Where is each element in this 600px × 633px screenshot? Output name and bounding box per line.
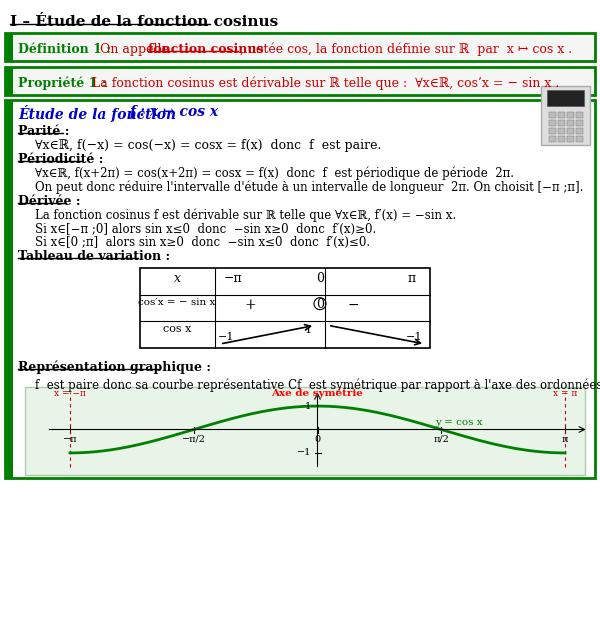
Text: f : x ↦ cos x: f : x ↦ cos x (130, 105, 219, 119)
FancyBboxPatch shape (557, 111, 565, 118)
FancyBboxPatch shape (140, 268, 430, 348)
FancyBboxPatch shape (548, 135, 556, 142)
Text: 0: 0 (316, 272, 324, 285)
Text: 1: 1 (305, 325, 312, 335)
Text: Si x∈[−π ;0] alors sin x≤0  donc  −sin x≥0  donc  f′(x)≥0.: Si x∈[−π ;0] alors sin x≤0 donc −sin x≥0… (35, 223, 376, 236)
FancyBboxPatch shape (548, 120, 556, 125)
Text: fonction cosinus: fonction cosinus (148, 43, 263, 56)
FancyBboxPatch shape (566, 135, 574, 142)
Text: +: + (244, 298, 256, 311)
Text: π: π (562, 434, 568, 444)
FancyBboxPatch shape (548, 111, 556, 118)
FancyBboxPatch shape (575, 135, 583, 142)
Text: , notée cos, la fonction définie sur ℝ  par  x ↦ cos x .: , notée cos, la fonction définie sur ℝ p… (240, 43, 572, 56)
Text: Axe de symétrie: Axe de symétrie (272, 389, 364, 398)
Text: Représentation graphique :: Représentation graphique : (18, 361, 211, 375)
Text: La fonction cosinus f est dérivable sur ℝ telle que ∀x∈ℝ, f′(x) = −sin x.: La fonction cosinus f est dérivable sur … (35, 209, 456, 223)
Text: Dérivée :: Dérivée : (18, 195, 80, 208)
Text: −π/2: −π/2 (182, 434, 206, 444)
FancyBboxPatch shape (5, 100, 13, 478)
FancyBboxPatch shape (575, 111, 583, 118)
FancyBboxPatch shape (548, 127, 556, 134)
Text: Si x∈[0 ;π]  alors sin x≥0  donc  −sin x≤0  donc  f′(x)≤0.: Si x∈[0 ;π] alors sin x≥0 donc −sin x≤0 … (35, 236, 370, 249)
FancyBboxPatch shape (575, 120, 583, 125)
Text: x = −π: x = −π (54, 389, 86, 398)
FancyBboxPatch shape (5, 33, 13, 61)
FancyBboxPatch shape (566, 120, 574, 125)
Text: x: x (173, 272, 181, 285)
Text: ∀x∈ℝ, f(x+2π) = cos(x+2π) = cosx = f(x)  donc  f  est périodique de période  2π.: ∀x∈ℝ, f(x+2π) = cos(x+2π) = cosx = f(x) … (35, 167, 514, 180)
Text: 0: 0 (314, 434, 320, 444)
Text: 0: 0 (316, 298, 324, 311)
FancyBboxPatch shape (5, 67, 595, 95)
FancyBboxPatch shape (5, 33, 595, 61)
Text: π/2: π/2 (433, 434, 449, 444)
Text: ∀x∈ℝ, f(−x) = cos(−x) = cosx = f(x)  donc  f  est paire.: ∀x∈ℝ, f(−x) = cos(−x) = cosx = f(x) donc… (35, 139, 382, 152)
FancyBboxPatch shape (557, 135, 565, 142)
FancyBboxPatch shape (5, 67, 13, 95)
Text: −1: −1 (218, 332, 235, 342)
Text: 1: 1 (305, 401, 311, 411)
Text: −: − (347, 298, 359, 311)
Text: −π: −π (224, 272, 242, 285)
Text: La fonction cosinus est dérivable sur ℝ telle que :  ∀x∈ℝ, cos’x = − sin x .: La fonction cosinus est dérivable sur ℝ … (92, 77, 559, 91)
Text: Périodicité :: Périodicité : (18, 153, 103, 166)
FancyBboxPatch shape (547, 90, 584, 106)
Text: Tableau de variation :: Tableau de variation : (18, 250, 170, 263)
Text: Parité :: Parité : (18, 125, 70, 138)
Text: I – Étude de la fonction cosinus: I – Étude de la fonction cosinus (10, 15, 278, 29)
Text: −1: −1 (406, 332, 422, 342)
FancyBboxPatch shape (25, 387, 585, 475)
Text: cos′x = − sin x: cos′x = − sin x (139, 298, 215, 306)
Text: Étude de la fonction: Étude de la fonction (18, 105, 186, 122)
Text: Définition 1 :: Définition 1 : (18, 43, 111, 56)
FancyBboxPatch shape (575, 127, 583, 134)
Text: cos x: cos x (163, 324, 191, 334)
Text: y = cos x: y = cos x (436, 418, 483, 427)
FancyBboxPatch shape (566, 111, 574, 118)
FancyBboxPatch shape (5, 100, 595, 478)
Text: x = π: x = π (553, 389, 577, 398)
Text: Propriété 1 :: Propriété 1 : (18, 77, 106, 91)
FancyBboxPatch shape (566, 127, 574, 134)
FancyBboxPatch shape (557, 127, 565, 134)
Text: On appelle: On appelle (100, 43, 173, 56)
Text: −1: −1 (297, 448, 311, 458)
Text: f  est paire donc sa courbe représentative Cf  est symétrique par rapport à l'ax: f est paire donc sa courbe représentativ… (35, 378, 600, 391)
Text: On peut donc réduire l'intervalle d'étude à un intervalle de longueur  2π. On ch: On peut donc réduire l'intervalle d'étud… (35, 181, 583, 194)
Text: π: π (408, 272, 416, 285)
FancyBboxPatch shape (557, 120, 565, 125)
Text: −π: −π (63, 434, 77, 444)
FancyBboxPatch shape (541, 86, 590, 145)
